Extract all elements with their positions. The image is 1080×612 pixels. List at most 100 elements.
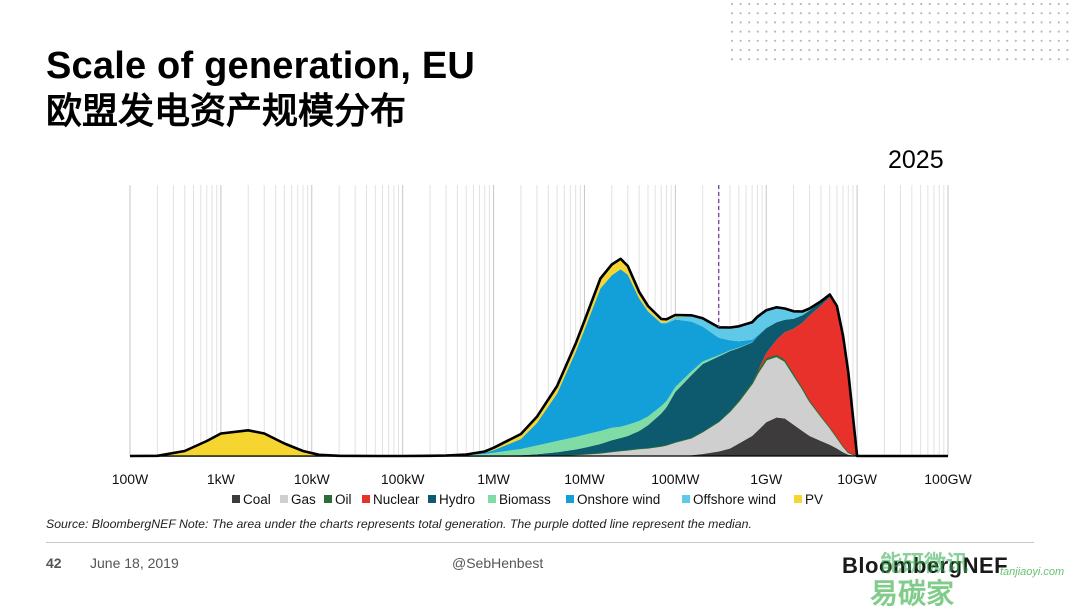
dot	[1014, 2, 1017, 6]
legend-item-gas: Gas	[280, 492, 316, 507]
dot	[816, 21, 820, 24]
dot	[816, 58, 820, 61]
dot	[1006, 39, 1009, 42]
dot	[799, 48, 802, 52]
dot	[1006, 48, 1009, 52]
dot	[859, 12, 863, 15]
dot	[842, 12, 845, 15]
dot	[894, 12, 897, 15]
dot	[894, 39, 897, 42]
dot	[911, 12, 914, 15]
dot	[1040, 58, 1043, 61]
dot	[791, 2, 794, 6]
area-gas	[130, 356, 948, 456]
dot	[782, 30, 785, 33]
dot	[920, 12, 923, 15]
dot	[997, 58, 1000, 61]
dot	[928, 39, 931, 42]
dot	[782, 2, 785, 6]
dot	[945, 48, 949, 52]
dot	[920, 39, 923, 42]
dot	[730, 58, 734, 61]
dot	[980, 30, 983, 33]
dot	[808, 21, 811, 24]
dot	[1049, 39, 1052, 42]
dot	[928, 21, 931, 24]
dot	[842, 2, 845, 6]
dot	[834, 21, 837, 24]
dot	[782, 58, 785, 61]
dot	[808, 12, 811, 15]
dot	[739, 39, 742, 42]
dot	[963, 2, 966, 6]
dot	[756, 58, 759, 61]
legend-item-biomass: Biomass	[488, 492, 551, 507]
dot	[791, 48, 794, 52]
dot	[877, 21, 880, 24]
decorative-dot-grid	[730, 2, 1069, 61]
dot	[1040, 30, 1043, 33]
dot	[765, 12, 768, 15]
dot	[963, 21, 966, 24]
dot	[808, 48, 811, 52]
dot	[894, 21, 897, 24]
page-title: Scale of generation, EU	[46, 45, 476, 87]
dot	[971, 2, 974, 6]
dot	[739, 21, 742, 24]
chart-areas	[129, 257, 948, 458]
dot	[1006, 30, 1009, 33]
legend-swatch	[362, 495, 370, 503]
dot	[765, 2, 768, 6]
dot	[980, 21, 983, 24]
dot	[971, 30, 974, 33]
dot	[859, 39, 863, 42]
page-number: 42	[46, 555, 62, 571]
dot	[859, 58, 863, 61]
dot	[1066, 39, 1069, 42]
dot	[885, 21, 888, 24]
dot	[885, 39, 888, 42]
legend-swatch	[794, 495, 802, 503]
dot	[816, 12, 820, 15]
dot	[816, 39, 820, 42]
x-tick-label: 10kW	[294, 471, 331, 487]
dot	[971, 48, 974, 52]
dot	[773, 48, 777, 52]
dot	[877, 12, 880, 15]
legend-swatch	[682, 495, 690, 503]
dot	[902, 30, 906, 33]
dot	[748, 2, 751, 6]
dot	[877, 2, 880, 6]
dot	[980, 39, 983, 42]
x-tick-label: 1MW	[477, 471, 510, 487]
dot	[773, 30, 777, 33]
dot	[954, 2, 957, 6]
dot	[859, 2, 863, 6]
dot	[937, 39, 940, 42]
x-tick-label: 1kW	[207, 471, 236, 487]
legend-label: Offshore wind	[693, 492, 776, 507]
dot	[825, 58, 828, 61]
dot	[902, 12, 906, 15]
dot	[825, 30, 828, 33]
dot	[988, 39, 992, 42]
dot	[791, 39, 794, 42]
watermark-text-2: 易碳家	[870, 577, 955, 610]
dot	[773, 12, 777, 15]
dot	[971, 39, 974, 42]
author-handle: @SebHenbest	[452, 555, 544, 571]
dot	[851, 30, 854, 33]
dot	[765, 30, 768, 33]
dot	[1049, 12, 1052, 15]
dot	[1040, 12, 1043, 15]
legend-swatch	[232, 495, 240, 503]
dot	[1006, 2, 1009, 6]
legend-swatch	[428, 495, 436, 503]
dot	[945, 12, 949, 15]
dot	[885, 48, 888, 52]
dot	[799, 30, 802, 33]
dot	[1066, 48, 1069, 52]
dot	[1057, 39, 1060, 42]
dot	[911, 30, 914, 33]
dot	[911, 48, 914, 52]
